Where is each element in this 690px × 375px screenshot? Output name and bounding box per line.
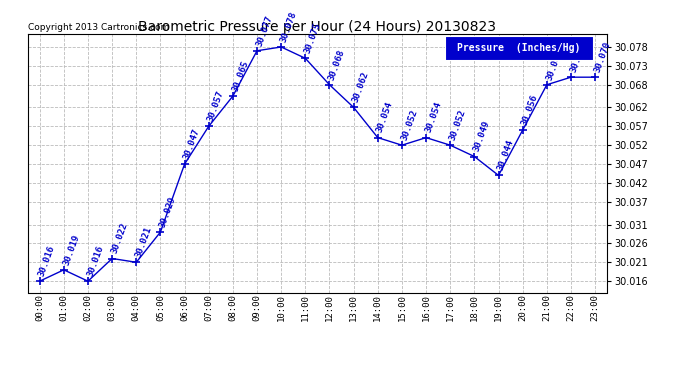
Text: 30.052: 30.052 xyxy=(400,108,419,142)
Text: 30.075: 30.075 xyxy=(303,21,322,55)
Text: 30.068: 30.068 xyxy=(544,48,564,81)
Text: 30.052: 30.052 xyxy=(448,108,467,142)
Text: 30.049: 30.049 xyxy=(472,120,491,153)
Text: 30.022: 30.022 xyxy=(110,222,129,255)
Text: 30.077: 30.077 xyxy=(255,14,274,47)
Text: 30.056: 30.056 xyxy=(520,93,540,127)
Text: 30.054: 30.054 xyxy=(375,101,395,134)
Text: 30.029: 30.029 xyxy=(158,195,177,229)
Text: 30.021: 30.021 xyxy=(134,225,153,259)
Text: 30.016: 30.016 xyxy=(86,244,105,278)
Text: 30.016: 30.016 xyxy=(37,244,57,278)
Text: 30.054: 30.054 xyxy=(424,101,443,134)
Text: 30.047: 30.047 xyxy=(182,127,201,160)
Text: 30.070: 30.070 xyxy=(593,40,612,74)
Text: 30.068: 30.068 xyxy=(327,48,346,81)
Text: 30.019: 30.019 xyxy=(61,233,81,266)
Text: 30.065: 30.065 xyxy=(230,59,250,93)
Title: Barometric Pressure per Hour (24 Hours) 20130823: Barometric Pressure per Hour (24 Hours) … xyxy=(139,20,496,34)
Text: 30.044: 30.044 xyxy=(496,138,515,172)
Text: 30.070: 30.070 xyxy=(569,40,588,74)
Text: 30.062: 30.062 xyxy=(351,70,371,104)
Text: 30.078: 30.078 xyxy=(279,10,298,44)
Text: 30.057: 30.057 xyxy=(206,89,226,123)
Text: Copyright 2013 Cartronics.com: Copyright 2013 Cartronics.com xyxy=(28,24,169,33)
